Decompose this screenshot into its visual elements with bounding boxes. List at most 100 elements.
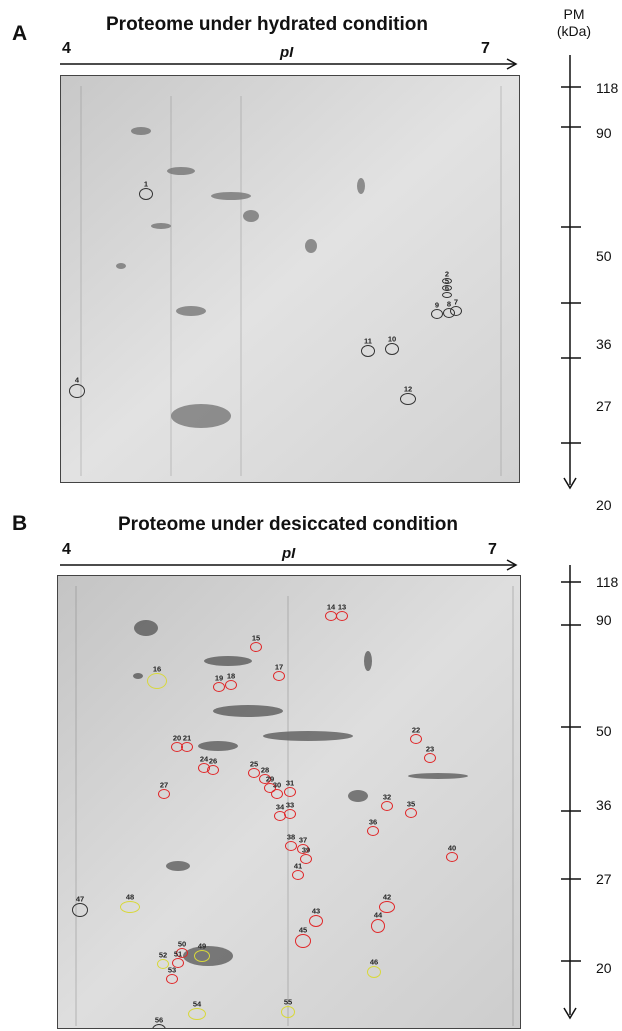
mw-tick-label: 36 — [596, 797, 612, 813]
spot-label: 33 — [285, 800, 295, 810]
spot-circle — [176, 948, 188, 958]
mw-tick-label: 27 — [596, 398, 612, 414]
spot-circle — [367, 826, 379, 836]
spot-label: 12 — [403, 384, 413, 394]
spot-label: 26 — [208, 756, 218, 766]
spot-circle — [248, 768, 260, 778]
spot-circle — [446, 852, 458, 862]
ph-end-a: 7 — [481, 40, 490, 57]
spot-circle — [157, 959, 169, 969]
spot-label: 15 — [251, 633, 261, 643]
spot-label: 38 — [286, 832, 296, 842]
ph-start-a: 4 — [62, 40, 71, 57]
mw-tick-label: 118 — [596, 574, 619, 590]
mw-tick-label: 27 — [596, 871, 612, 887]
spot-label: 4 — [74, 375, 80, 385]
spot-circle — [271, 789, 283, 799]
spot-label: 2 — [444, 269, 450, 279]
spot-circle — [284, 787, 296, 797]
spot-label: 11 — [364, 336, 372, 346]
spot-circle — [139, 188, 153, 200]
spot-circle — [424, 753, 436, 763]
mw-tick-label: 90 — [596, 125, 612, 141]
spot-circle — [336, 611, 348, 621]
spot-label: 8 — [446, 299, 452, 309]
spot-circle — [385, 343, 399, 355]
spot-label: 31 — [285, 778, 295, 788]
mw-tick-label: 20 — [596, 497, 612, 513]
ph-arrow-b — [60, 559, 518, 571]
mw-tick-label: 36 — [596, 336, 612, 352]
ph-arrow-a — [60, 58, 518, 70]
spot-label: 9 — [434, 300, 440, 310]
gel-texture-b — [58, 576, 520, 1028]
spot-label: 41 — [293, 861, 303, 871]
spot-circle — [285, 841, 297, 851]
ph-end-b: 7 — [488, 541, 497, 558]
ph-label-a: pI — [280, 44, 294, 61]
spot-label: 53 — [167, 965, 177, 975]
spot-label: 52 — [158, 950, 168, 960]
mw-title-line2: (kDa) — [556, 23, 592, 39]
spot-circle — [158, 789, 170, 799]
spot-circle — [431, 309, 443, 319]
spot-label: 20 — [172, 733, 182, 743]
spot-label: 22 — [411, 725, 421, 735]
spot-label: 56 — [154, 1015, 164, 1025]
spot-circle — [325, 611, 337, 621]
spot-label: 47 — [75, 894, 85, 904]
spot-circle — [72, 903, 88, 917]
spot-circle — [371, 919, 385, 933]
spot-circle — [300, 854, 312, 864]
panel-title-b: Proteome under desiccated condition — [118, 514, 458, 535]
mw-axis-b — [561, 565, 581, 1020]
spot-circle — [400, 393, 416, 405]
panel-title-a: Proteome under hydrated condition — [106, 14, 428, 35]
spot-label: 30 — [272, 780, 282, 790]
ph-label-b: pI — [282, 545, 296, 562]
spot-label: 29 — [265, 774, 275, 784]
spot-label: 24 — [199, 754, 209, 764]
spot-circle — [442, 285, 452, 291]
spot-circle — [295, 934, 311, 948]
mw-title-line1: PM — [563, 6, 585, 22]
spot-circle — [405, 808, 417, 818]
spot-label: 21 — [182, 733, 192, 743]
spot-label: 37 — [298, 835, 308, 845]
mw-tick-label: 50 — [596, 723, 612, 739]
spot-label: 40 — [447, 843, 457, 853]
spot-circle — [410, 734, 422, 744]
mw-axis-title: PM (kDa) — [548, 6, 600, 40]
spot-label: 51 — [173, 949, 183, 959]
spot-label: 46 — [369, 957, 379, 967]
mw-axis-a — [561, 55, 581, 490]
mw-tick-label: 20 — [596, 960, 612, 976]
spot-circle — [381, 801, 393, 811]
spot-label: 55 — [283, 997, 293, 1007]
gel-image-b: 13 14 15 16 17 18 19 20 21 22 23 24 25 26 27 28 29 30 31 32… — [57, 575, 521, 1029]
spot-circle — [442, 278, 452, 284]
spot-circle — [292, 870, 304, 880]
gel-image-a: 1 2 5 6 7 8 9 10 11 12 4 — [60, 75, 520, 483]
mw-tick-label: 50 — [596, 248, 612, 264]
spot-circle — [367, 966, 381, 978]
spot-circle — [120, 901, 140, 913]
spot-circle — [250, 642, 262, 652]
spot-label: 13 — [337, 602, 347, 612]
spot-label: 7 — [453, 297, 459, 307]
spot-label: 6 — [444, 283, 450, 293]
spot-label: 34 — [275, 802, 285, 812]
spot-label: 39 — [301, 845, 311, 855]
panel-letter-b: B — [12, 512, 28, 535]
spot-circle — [166, 974, 178, 984]
spot-circle — [281, 1006, 295, 1018]
spot-label: 49 — [197, 941, 207, 951]
spot-circle — [379, 901, 395, 913]
spot-circle — [188, 1008, 206, 1020]
panel-letter-a: A — [12, 22, 28, 45]
spot-circle — [443, 308, 455, 318]
spot-label: 25 — [249, 759, 259, 769]
spot-circle — [181, 742, 193, 752]
spot-circle — [69, 384, 85, 398]
spot-circle — [194, 950, 210, 962]
